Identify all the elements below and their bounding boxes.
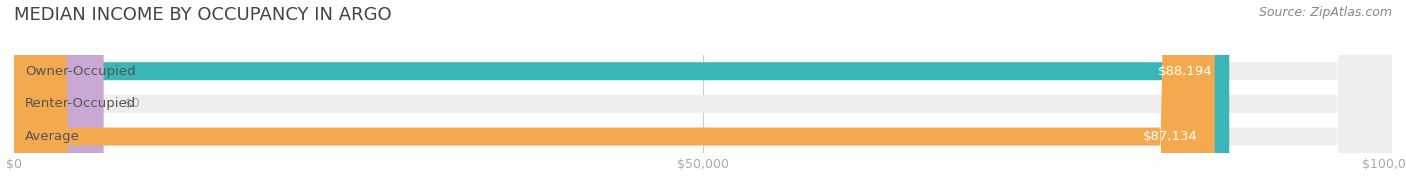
FancyBboxPatch shape (14, 0, 104, 196)
Text: Owner-Occupied: Owner-Occupied (25, 65, 136, 78)
Text: $88,194: $88,194 (1159, 65, 1213, 78)
Text: Source: ZipAtlas.com: Source: ZipAtlas.com (1258, 6, 1392, 19)
FancyBboxPatch shape (14, 0, 1392, 196)
Text: Renter-Occupied: Renter-Occupied (25, 97, 136, 110)
Text: $0: $0 (124, 97, 141, 110)
FancyBboxPatch shape (14, 0, 1229, 196)
FancyBboxPatch shape (14, 0, 1215, 196)
Text: MEDIAN INCOME BY OCCUPANCY IN ARGO: MEDIAN INCOME BY OCCUPANCY IN ARGO (14, 6, 392, 24)
FancyBboxPatch shape (14, 0, 1392, 196)
Text: Average: Average (25, 130, 80, 143)
FancyBboxPatch shape (14, 0, 1392, 196)
Text: $87,134: $87,134 (1143, 130, 1198, 143)
